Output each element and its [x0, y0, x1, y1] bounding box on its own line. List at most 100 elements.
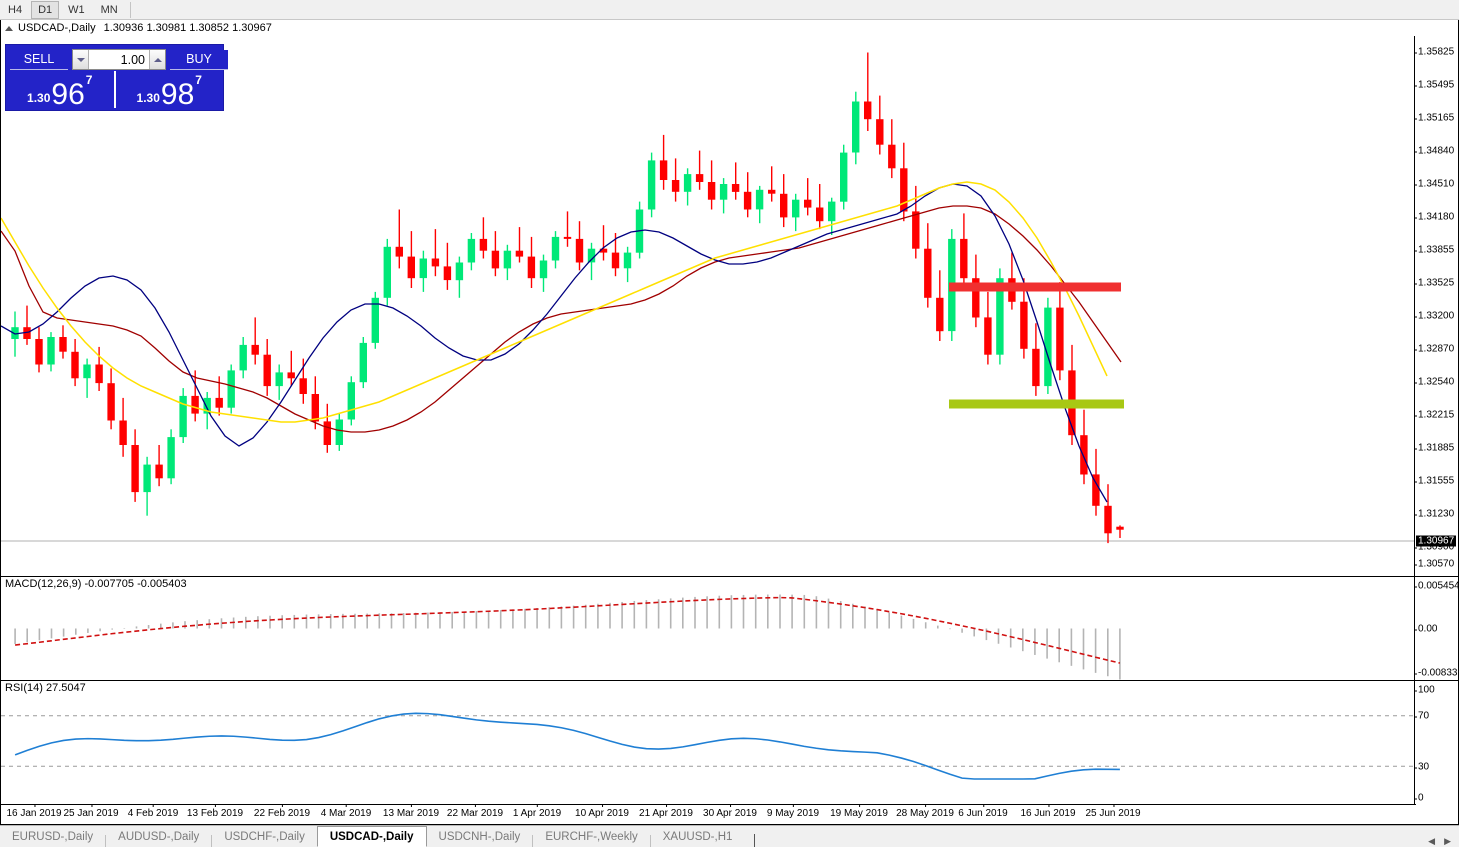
macd-signal-line	[15, 596, 1121, 664]
timeframe-h4[interactable]: H4	[8, 3, 23, 16]
rsi-pane[interactable]: RSI(14) 27.5047	[1, 680, 1416, 804]
timeframe-d1[interactable]: D1	[31, 0, 60, 19]
chevron-up-icon	[153, 57, 162, 62]
time-label: 22 Feb 2019	[253, 804, 311, 819]
price-tick: 1.32215	[1413, 409, 1455, 421]
tab-scroll-controls: ◀ ▶	[1428, 836, 1459, 847]
time-label: 19 May 2019	[830, 804, 888, 819]
tab-divider	[105, 835, 107, 847]
price-tick: 1.32540	[1413, 376, 1455, 388]
price-tick: 1.31885	[1413, 442, 1455, 454]
buy-button[interactable]: BUY	[170, 49, 228, 70]
scroll-left-icon[interactable]: ◀	[1428, 836, 1436, 846]
price-scale[interactable]: 1.35825 1.35495 1.35165 1.34840 1.34510 …	[1413, 36, 1458, 576]
ma-fast-line	[1, 181, 1108, 423]
buy-price-quote[interactable]: 1.30 98 7	[113, 71, 224, 109]
current-price-badge: 1.30967	[1416, 535, 1457, 547]
tab-eurchf-weekly[interactable]: EURCHF-,Weekly	[545, 831, 638, 843]
sell-price-sup: 7	[85, 73, 93, 87]
tab-divider	[211, 835, 213, 847]
time-label: 13 Feb 2019	[186, 804, 244, 819]
price-tick: 1.33200	[1413, 310, 1455, 322]
tab-xauusd-h1[interactable]: XAUUSD-,H1	[662, 831, 733, 843]
sell-price-prefix: 1.30	[27, 91, 51, 105]
price-tick: 1.34840	[1413, 145, 1455, 157]
tab-divider	[649, 835, 651, 847]
price-tick: 1.34510	[1413, 178, 1455, 190]
macd-scale[interactable]: 0.005454 0.00 -0.008332	[1413, 576, 1459, 680]
chevron-down-icon	[76, 57, 85, 62]
tab-usdcad-daily[interactable]: USDCAD-,Daily	[316, 826, 427, 847]
time-axis[interactable]: 16 Jan 2019 25 Jan 2019 4 Feb 2019 13 Fe…	[1, 804, 1416, 824]
timeframe-toolbar: H4 D1 W1 MN	[0, 0, 1459, 20]
toolbar-divider	[129, 1, 131, 18]
volume-stepper[interactable]: 1.00	[72, 49, 166, 70]
time-label: 22 Mar 2019	[446, 804, 504, 819]
rsi-tick: 0	[1414, 792, 1424, 804]
volume-input[interactable]: 1.00	[89, 50, 149, 69]
sell-price-big: 96	[51, 77, 85, 111]
rsi-line	[14, 712, 1120, 780]
time-label: 10 Apr 2019	[575, 804, 629, 819]
tab-audusd-daily[interactable]: AUDUSD-,Daily	[118, 831, 200, 843]
chart-header: USDCAD-,Daily 1.30936 1.30981 1.30852 1.…	[1, 20, 1458, 36]
price-chart-svg	[1, 52, 1416, 544]
chart-symbol-label: USDCAD-,Daily	[18, 22, 96, 34]
volume-increase-button[interactable]	[149, 50, 165, 69]
ma-mid-line	[1, 183, 1108, 503]
tab-caret	[754, 834, 756, 847]
time-label: 30 Apr 2019	[703, 804, 757, 819]
time-label: 4 Mar 2019	[320, 804, 372, 819]
price-tick: 1.31555	[1413, 475, 1455, 487]
rsi-scale[interactable]: 100 70 30 0	[1413, 680, 1458, 804]
sell-price-quote[interactable]: 1.30 96 7	[6, 71, 114, 111]
time-label: 16 Jan 2019	[6, 804, 62, 819]
price-tick: 1.33855	[1413, 244, 1455, 256]
tab-usdcnh-daily[interactable]: USDCNH-,Daily	[438, 831, 521, 843]
chart-tab-bar: EURUSD-,Daily AUDUSD-,Daily USDCHF-,Dail…	[0, 825, 1459, 847]
chart-window: USDCAD-,Daily 1.30936 1.30981 1.30852 1.…	[0, 20, 1459, 825]
price-tick: 1.32870	[1413, 343, 1455, 355]
macd-pane[interactable]: MACD(12,26,9) -0.007705 -0.005403	[1, 576, 1416, 680]
macd-tick: 0.00	[1413, 623, 1438, 635]
macd-tick: -0.008332	[1413, 668, 1459, 679]
time-label: 21 Apr 2019	[639, 804, 693, 819]
rsi-chart-svg	[1, 712, 1416, 780]
macd-tick: 0.005454	[1414, 580, 1459, 592]
macd-chart-svg	[14, 594, 1121, 680]
price-tick: 1.35825	[1413, 46, 1455, 58]
ma-slow-line	[1, 205, 1122, 433]
volume-decrease-button[interactable]	[73, 50, 89, 69]
time-label: 16 Jun 2019	[1020, 804, 1076, 819]
price-tick: 1.30900	[1413, 541, 1455, 553]
sell-button[interactable]: SELL	[10, 49, 68, 70]
octp-quotes: 1.30 96 7 1.30 98 7	[6, 71, 223, 110]
time-label: 13 Mar 2019	[382, 804, 440, 819]
price-pane[interactable]	[1, 36, 1416, 576]
tab-usdchf-daily[interactable]: USDCHF-,Daily	[224, 831, 305, 843]
timeframe-w1[interactable]: W1	[68, 3, 85, 16]
tab-eurusd-daily[interactable]: EURUSD-,Daily	[12, 831, 94, 843]
buy-price-prefix: 1.30	[136, 91, 160, 105]
candlestick-series	[11, 52, 1124, 544]
time-label: 28 May 2019	[896, 804, 954, 819]
octp-controls: SELL 1.00 BUY	[6, 45, 228, 71]
price-tick: 1.30570	[1413, 558, 1455, 570]
collapse-triangle-icon[interactable]	[5, 25, 13, 31]
time-label: 9 May 2019	[766, 804, 820, 819]
time-label: 6 Jun 2019	[958, 804, 1008, 819]
buy-price-sup: 7	[195, 73, 202, 87]
time-label: 25 Jun 2019	[1085, 804, 1141, 819]
price-tick: 1.34180	[1413, 211, 1455, 223]
one-click-trading-panel[interactable]: SELL 1.00 BUY 1.30 96 7	[5, 44, 228, 111]
timeframe-mn[interactable]: MN	[100, 3, 118, 16]
tab-divider	[532, 835, 534, 847]
price-tick: 1.33525	[1413, 277, 1455, 289]
price-tick: 1.31230	[1413, 508, 1455, 520]
time-label: 4 Feb 2019	[127, 804, 179, 819]
time-label: 25 Jan 2019	[63, 804, 119, 819]
rsi-tick: 100	[1414, 684, 1435, 696]
chart-ohlc-values: 1.30936 1.30981 1.30852 1.30967	[103, 22, 272, 34]
scroll-right-icon[interactable]: ▶	[1444, 836, 1451, 846]
